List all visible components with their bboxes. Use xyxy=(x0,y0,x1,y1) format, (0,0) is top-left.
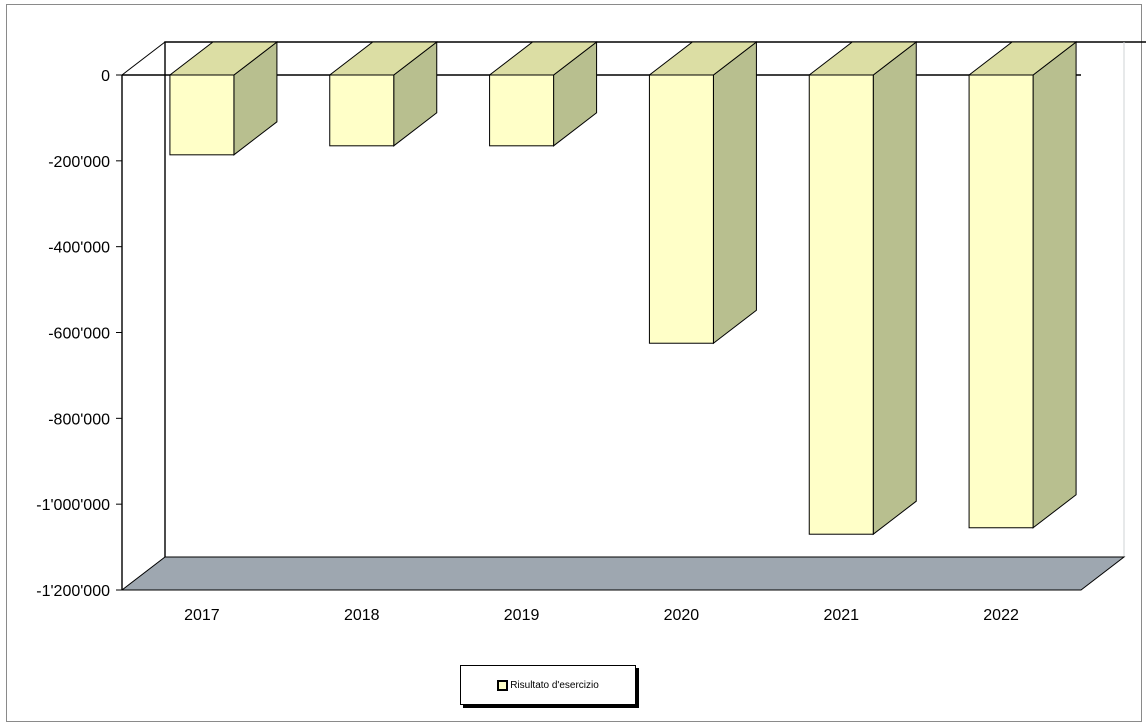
y-tick-label: -400'000 xyxy=(48,240,110,257)
legend-swatch xyxy=(497,679,509,691)
left-wall-top-edge xyxy=(121,41,166,76)
bar-2022 xyxy=(967,40,1078,529)
x-tick-label: 2022 xyxy=(983,607,1019,624)
bar-2017 xyxy=(168,40,279,156)
y-tick-label: 0 xyxy=(101,68,110,85)
x-tick-label: 2018 xyxy=(344,607,380,624)
bar-2019 xyxy=(488,40,599,147)
x-tick-label: 2021 xyxy=(823,607,859,624)
bar-side-face xyxy=(872,40,917,536)
x-tick-label: 2019 xyxy=(504,607,540,624)
legend-label: Risultato d'esercizio xyxy=(510,679,599,691)
bar-front-face xyxy=(808,74,874,535)
bar-2021 xyxy=(807,40,918,536)
legend: Risultato d'esercizio xyxy=(460,665,636,705)
chart-tick-layer: 0 -200'000 -400'000 -600'000 -800'000 -1'000'… xyxy=(36,68,1019,624)
bar-2020 xyxy=(647,40,758,345)
bar-front-face xyxy=(489,74,555,147)
bar-side-face xyxy=(1032,40,1077,529)
y-tick-label: -1'000'000 xyxy=(36,497,110,514)
bar-front-face xyxy=(648,74,714,344)
chart-axis-layer xyxy=(116,74,1081,591)
chart-floor-layer xyxy=(120,556,1126,591)
y-tick-label: -800'000 xyxy=(48,411,110,428)
x-tick-label: 2017 xyxy=(184,607,220,624)
bar-2018 xyxy=(328,40,439,147)
x-tick-label: 2020 xyxy=(664,607,700,624)
bar-front-face xyxy=(968,74,1034,529)
chart-floor xyxy=(120,556,1126,591)
bar-side-face xyxy=(712,40,757,345)
y-tick-label: -200'000 xyxy=(48,154,110,171)
chart-bars-layer xyxy=(168,40,1078,536)
y-tick-label: -1'200'000 xyxy=(36,583,110,600)
bar-front-face xyxy=(169,74,235,156)
bar-front-face xyxy=(329,74,395,147)
y-tick-label: -600'000 xyxy=(48,326,110,343)
chart-back-walls xyxy=(121,41,1146,557)
